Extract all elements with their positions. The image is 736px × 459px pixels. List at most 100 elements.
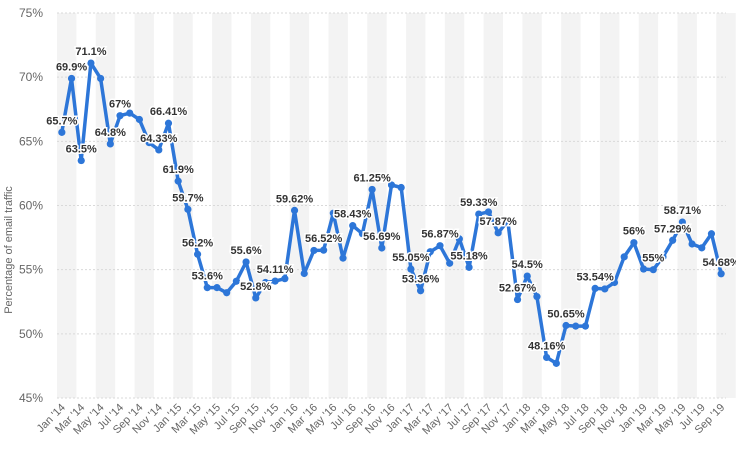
y-tick-label: 75% bbox=[19, 6, 43, 20]
data-label: 56.52% bbox=[305, 233, 343, 245]
data-point bbox=[426, 248, 434, 256]
data-point bbox=[145, 139, 153, 147]
data-point bbox=[630, 239, 638, 247]
background-bands bbox=[57, 13, 736, 398]
data-point bbox=[504, 217, 512, 225]
data-point bbox=[707, 230, 716, 238]
data-label: 52.67% bbox=[499, 283, 537, 295]
data-point bbox=[688, 240, 696, 248]
data-point bbox=[523, 272, 531, 280]
data-label: 56.69% bbox=[363, 231, 401, 243]
data-labels: 65.7% 69.9% 63.5% 71.1% 64.8% 67% 64.33% 66.41%… bbox=[45, 45, 736, 354]
data-label: 61.25% bbox=[353, 172, 391, 184]
data-label: 57.87% bbox=[479, 216, 517, 228]
data-point bbox=[116, 112, 124, 120]
background-band bbox=[638, 13, 659, 398]
y-axis-title: Percentage of email traffic bbox=[3, 186, 15, 314]
data-point bbox=[407, 265, 415, 273]
data-point bbox=[339, 254, 347, 262]
data-label: 52.8% bbox=[240, 281, 271, 293]
data-label: 59.33% bbox=[460, 197, 498, 209]
data-point bbox=[368, 185, 376, 194]
background-band bbox=[677, 13, 697, 398]
y-tick-label: 45% bbox=[19, 391, 43, 405]
data-point bbox=[446, 259, 454, 267]
y-tick-label: 50% bbox=[19, 327, 43, 341]
background-band bbox=[173, 13, 193, 398]
data-point bbox=[465, 263, 473, 271]
data-point bbox=[242, 258, 250, 266]
background-band bbox=[406, 13, 426, 398]
data-point bbox=[649, 266, 657, 274]
data-points bbox=[58, 59, 725, 367]
data-point bbox=[358, 230, 367, 238]
data-point bbox=[193, 250, 202, 258]
y-axis-ticks: 45% 50% 55% 60% 65% 70% 75% bbox=[19, 6, 43, 405]
data-point bbox=[552, 359, 560, 367]
data-point bbox=[639, 265, 648, 273]
data-point bbox=[213, 284, 221, 292]
data-point bbox=[320, 246, 328, 254]
data-point bbox=[610, 278, 619, 287]
data-point bbox=[678, 218, 686, 226]
data-point bbox=[329, 209, 337, 217]
data-label: 67% bbox=[109, 99, 131, 111]
data-point bbox=[135, 115, 144, 124]
y-tick-label: 60% bbox=[19, 199, 43, 213]
data-label: 53.6% bbox=[192, 271, 223, 283]
data-point bbox=[290, 206, 299, 214]
data-label: 59.62% bbox=[276, 193, 314, 205]
data-point bbox=[184, 205, 192, 213]
data-label: 69.9% bbox=[56, 61, 87, 73]
data-label: 53.54% bbox=[576, 271, 614, 283]
data-point bbox=[281, 275, 289, 283]
data-point bbox=[155, 146, 163, 154]
data-point bbox=[58, 128, 66, 136]
data-point bbox=[562, 321, 570, 330]
data-label: 56.2% bbox=[182, 237, 213, 249]
data-point bbox=[436, 242, 444, 250]
data-point bbox=[349, 222, 357, 230]
data-point bbox=[669, 236, 677, 244]
data-point bbox=[97, 74, 105, 83]
data-label: 48.16% bbox=[528, 340, 566, 352]
data-label: 50.65% bbox=[547, 308, 585, 320]
data-label: 55.18% bbox=[450, 250, 488, 262]
data-point bbox=[106, 140, 114, 148]
data-label: 65.7% bbox=[46, 115, 77, 127]
data-point bbox=[378, 244, 386, 252]
data-label: 56% bbox=[623, 226, 645, 238]
data-label: 53.36% bbox=[402, 274, 440, 286]
data-label: 55.6% bbox=[230, 245, 261, 257]
data-point bbox=[581, 322, 590, 330]
data-point bbox=[87, 59, 95, 67]
data-point bbox=[300, 269, 308, 278]
data-label: 57.29% bbox=[654, 223, 692, 235]
data-point bbox=[572, 322, 580, 330]
gridlines bbox=[57, 12, 726, 399]
data-label: 59.7% bbox=[172, 192, 203, 204]
data-label: 58.43% bbox=[334, 209, 372, 221]
background-band bbox=[289, 13, 310, 398]
data-point bbox=[232, 277, 240, 285]
y-tick-label: 65% bbox=[19, 134, 43, 148]
data-point bbox=[126, 109, 134, 117]
data-label: 54.5% bbox=[512, 259, 543, 271]
data-point bbox=[543, 353, 551, 362]
background-band bbox=[367, 13, 387, 398]
data-point bbox=[475, 210, 483, 218]
y-tick-label: 55% bbox=[19, 263, 43, 277]
data-label: 61.9% bbox=[163, 164, 194, 176]
data-point bbox=[164, 119, 173, 127]
data-point bbox=[455, 235, 463, 243]
data-point bbox=[698, 244, 706, 252]
data-point bbox=[513, 295, 522, 304]
y-tick-label: 70% bbox=[19, 70, 43, 84]
data-point bbox=[659, 253, 667, 261]
data-label: 64.8% bbox=[95, 127, 126, 139]
data-label: 64.33% bbox=[140, 133, 178, 145]
data-point bbox=[223, 289, 231, 297]
